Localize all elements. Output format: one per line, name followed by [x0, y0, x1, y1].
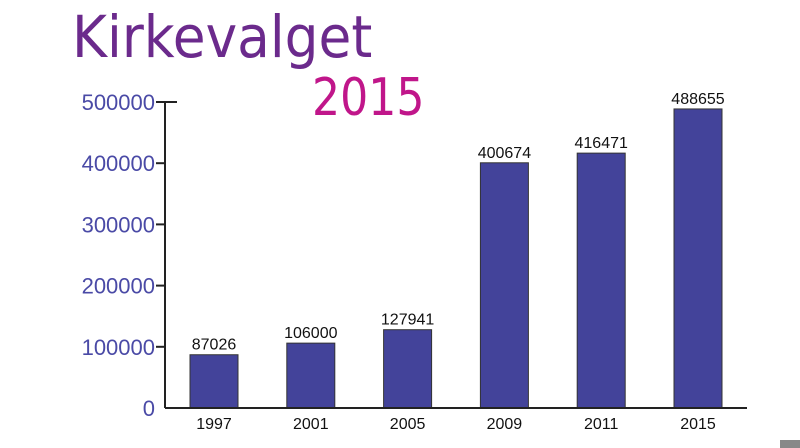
- data-label-1997: 87026: [192, 337, 237, 354]
- logo-year: 2015: [312, 68, 425, 128]
- x-tick-label-2001: 2001: [293, 416, 329, 433]
- data-label-2009: 400674: [478, 145, 531, 162]
- bar-2001: [286, 342, 336, 409]
- x-tick-label-2009: 2009: [487, 416, 523, 433]
- x-tick-label-2011: 2011: [584, 416, 619, 433]
- y-tick-label-400000: 400000: [82, 151, 155, 176]
- data-label-2011: 416471: [575, 135, 628, 152]
- x-tick-label-1997: 1997: [196, 416, 232, 433]
- logo-title: Kirkevalget: [72, 3, 373, 71]
- y-tick-label-0: 0: [143, 396, 155, 421]
- bar-2015: [673, 108, 723, 409]
- bar-2009: [479, 162, 529, 409]
- y-tick-label-100000: 100000: [82, 335, 155, 360]
- x-tick-label-2015: 2015: [680, 416, 716, 433]
- y-tick-label-200000: 200000: [82, 274, 155, 299]
- data-label-2015: 488655: [671, 91, 724, 108]
- y-tick-label-500000: 500000: [82, 90, 155, 115]
- y-tick-label-300000: 300000: [82, 212, 155, 237]
- corner-mark: [780, 440, 800, 448]
- bar-1997: [189, 354, 239, 409]
- bar-2005: [383, 329, 433, 409]
- data-label-2005: 127941: [381, 312, 434, 329]
- data-label-2001: 106000: [284, 325, 337, 342]
- x-tick-label-2005: 2005: [390, 416, 426, 433]
- bar-2011: [576, 152, 626, 409]
